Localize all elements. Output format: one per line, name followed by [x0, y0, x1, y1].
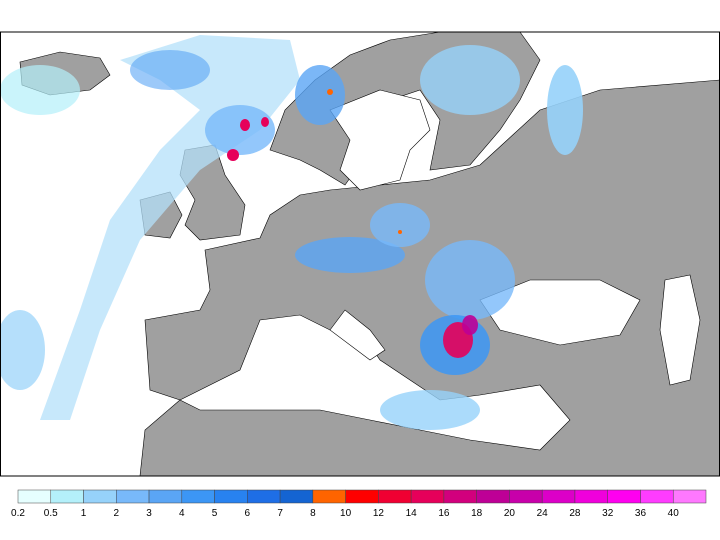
- colorbar-label: 4: [179, 508, 185, 519]
- colorbar-label: 24: [537, 508, 549, 519]
- colorbar-swatch: [181, 489, 215, 504]
- colorbar-swatch: [443, 489, 477, 504]
- colorbar-label: 3: [146, 508, 152, 519]
- colorbar-swatch: [378, 489, 412, 504]
- colorbar-label: 36: [635, 508, 647, 519]
- colorbar-swatch: [607, 489, 641, 504]
- colorbar-swatch: [476, 489, 510, 504]
- colorbar-label: 2: [114, 508, 120, 519]
- colorbar-swatch: [214, 489, 248, 504]
- colorbar-label: 8: [310, 508, 316, 519]
- colorbar-label: 6: [245, 508, 251, 519]
- colorbar-swatch: [148, 489, 183, 504]
- map: [0, 31, 720, 477]
- colorbar-label: 28: [569, 508, 581, 519]
- colorbar-swatch: [279, 489, 314, 504]
- colorbar-swatch: [50, 489, 84, 504]
- colorbar-label: 14: [406, 508, 418, 519]
- colorbar: 0.2 0.5 1 2 3 4 5 6 7 8 10 12 14 16 18 20 24 28 32 36 40: [11, 489, 707, 519]
- colorbar-label: 32: [602, 508, 614, 519]
- colorbar-label: 0.5: [44, 508, 58, 519]
- colorbar-swatch: [574, 489, 608, 504]
- colorbar-swatch: [410, 489, 445, 504]
- colorbar-swatch: [541, 489, 576, 504]
- colorbar-swatch: [247, 489, 281, 504]
- colorbar-label: 10: [340, 508, 352, 519]
- precipitation: [0, 35, 583, 430]
- colorbar-label: 7: [277, 508, 283, 519]
- colorbar-swatch: [312, 489, 346, 504]
- colorbar-swatch: [83, 489, 117, 504]
- colorbar-swatch: [640, 489, 674, 504]
- colorbar-label: 5: [212, 508, 218, 519]
- colorbar-label: 16: [438, 508, 450, 519]
- colorbar-label: 12: [373, 508, 385, 519]
- colorbar-swatch: [672, 489, 707, 504]
- colorbar-swatch: [345, 489, 379, 504]
- colorbar-label: 0.2: [11, 508, 25, 519]
- colorbar-swatch: [509, 489, 543, 504]
- colorbar-label: 1: [81, 508, 87, 519]
- colorbar-label: 40: [668, 508, 680, 519]
- colorbar-label: 20: [504, 508, 516, 519]
- colorbar-swatch: [17, 489, 52, 504]
- colorbar-label: 18: [471, 508, 483, 519]
- colorbar-swatch: [116, 489, 150, 504]
